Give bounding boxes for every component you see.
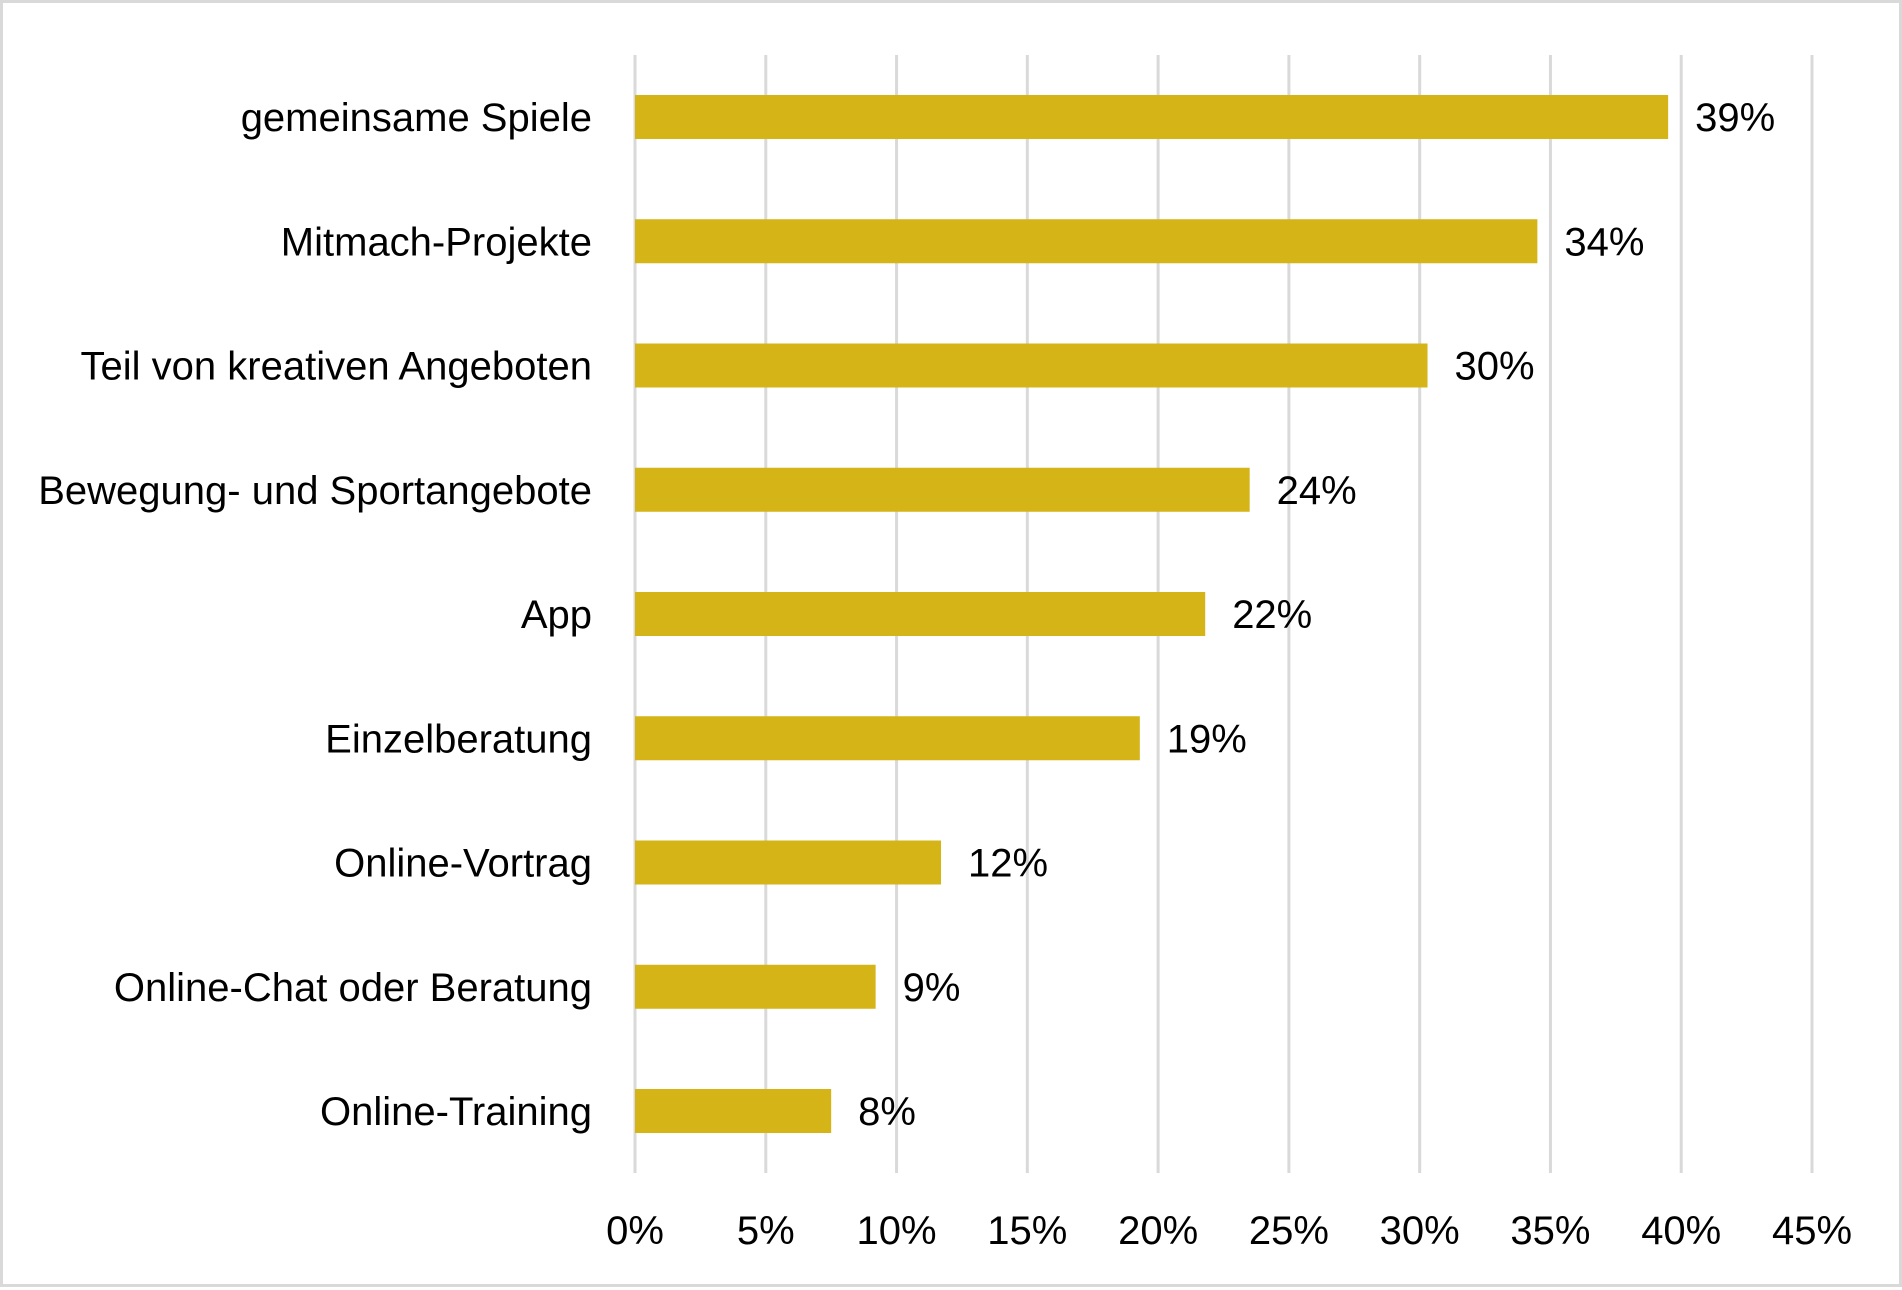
bars [635, 95, 1669, 1133]
x-tick-label: 45% [1772, 1209, 1852, 1253]
data-label: 34% [1564, 220, 1644, 264]
category-labels: gemeinsame Spiele Mitmach-Projekte Teil vo… [38, 96, 592, 1134]
bar [635, 343, 1428, 388]
bar [635, 840, 942, 885]
category-label: Teil von kreativen Angeboten [81, 345, 592, 389]
data-label: 9% [903, 966, 961, 1010]
x-tick-label: 20% [1118, 1209, 1198, 1253]
data-label: 30% [1455, 345, 1535, 389]
bar [635, 1089, 832, 1133]
category-label: App [521, 593, 592, 637]
category-label: gemeinsame Spiele [241, 96, 592, 140]
category-label: Online-Training [320, 1090, 592, 1134]
x-tick-label: 30% [1380, 1209, 1460, 1253]
category-label: Bewegung- und Sportangebote [38, 469, 592, 513]
data-label: 19% [1167, 717, 1247, 761]
category-label: Online-Vortrag [334, 842, 592, 886]
bar [635, 592, 1206, 636]
x-axis-tick-labels: 0% 5% 10% 15% 20% 25% 30% 35% 40% 45% [606, 1209, 1852, 1253]
bar [635, 716, 1140, 761]
category-label: Mitmach-Projekte [281, 220, 592, 264]
data-label: 8% [858, 1090, 916, 1134]
bar [635, 219, 1538, 264]
x-tick-label: 10% [857, 1209, 937, 1253]
bar [635, 964, 876, 1009]
bar [635, 467, 1250, 512]
x-tick-label: 5% [737, 1209, 795, 1253]
x-tick-label: 25% [1249, 1209, 1329, 1253]
x-tick-label: 40% [1641, 1209, 1721, 1253]
data-label: 22% [1232, 593, 1312, 637]
data-labels: 39% 34% 30% 24% 22% 19% 12% 9% 8% [858, 96, 1775, 1134]
bar [635, 95, 1669, 139]
data-label: 12% [968, 842, 1048, 886]
x-tick-label: 15% [987, 1209, 1067, 1253]
data-label: 24% [1277, 469, 1357, 513]
data-label: 39% [1695, 96, 1775, 140]
x-tick-label: 35% [1510, 1209, 1590, 1253]
category-label: Online-Chat oder Beratung [114, 966, 592, 1010]
bar-chart: gemeinsame Spiele Mitmach-Projekte Teil vo… [38, 55, 1852, 1253]
category-label: Einzelberatung [325, 717, 592, 761]
x-tick-label: 0% [606, 1209, 664, 1253]
